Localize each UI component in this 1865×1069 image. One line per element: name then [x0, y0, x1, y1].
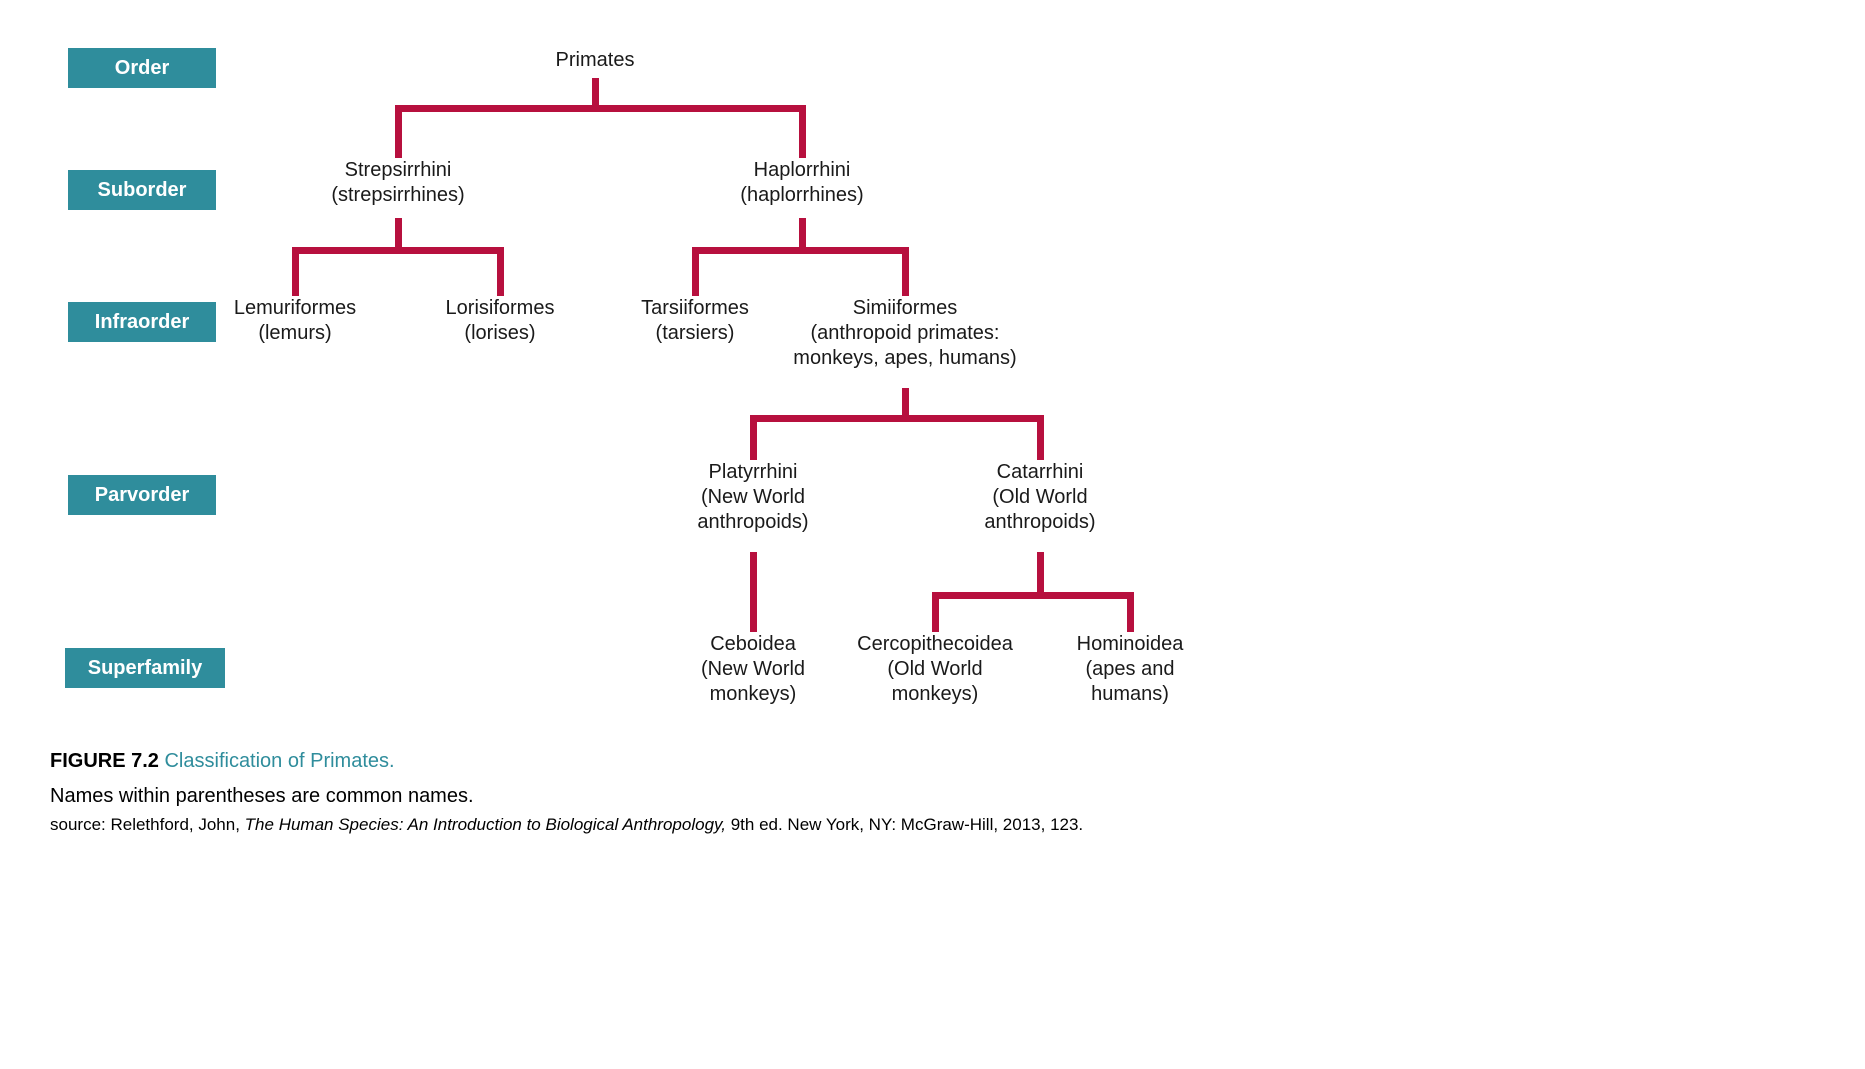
node-line: Haplorrhini — [740, 158, 863, 183]
node-haplorrhini: Haplorrhini(haplorrhines) — [740, 158, 863, 208]
node-line: (New World — [701, 657, 805, 682]
node-line: Ceboidea — [701, 632, 805, 657]
figure-caption-line2: Names within parentheses are common name… — [50, 785, 474, 808]
node-line: Catarrhini — [984, 460, 1095, 485]
connector-vertical — [292, 250, 299, 296]
rank-label-suborder: Suborder — [68, 170, 216, 210]
source-lead: source: Relethford, John, — [50, 815, 245, 834]
node-line: (apes and — [1077, 657, 1184, 682]
node-line: (tarsiers) — [641, 321, 749, 346]
figure-title: Classification of Primates. — [164, 750, 394, 772]
connector-vertical — [932, 595, 939, 632]
node-line: (anthropoid primates: — [793, 321, 1016, 346]
node-line: Simiiformes — [793, 296, 1016, 321]
node-line: Primates — [556, 48, 635, 73]
connector-vertical — [1127, 595, 1134, 632]
node-line: anthropoids) — [984, 510, 1095, 535]
node-line: (Old World — [984, 485, 1095, 510]
node-line: (strepsirrhines) — [331, 183, 464, 208]
source-tail: 9th ed. New York, NY: McGraw-Hill, 2013,… — [726, 815, 1083, 834]
connector-horizontal — [692, 247, 909, 254]
node-line: Tarsiiformes — [641, 296, 749, 321]
figure-caption-line1: FIGURE 7.2 Classification of Primates. — [50, 750, 395, 773]
node-line: humans) — [1077, 682, 1184, 707]
node-line: Cercopithecoidea — [857, 632, 1013, 657]
connector-horizontal — [932, 592, 1134, 599]
connector-vertical — [592, 78, 599, 108]
node-platyrrhini: Platyrrhini(New Worldanthropoids) — [697, 460, 808, 535]
node-line: (lorises) — [446, 321, 555, 346]
rank-label-infraorder: Infraorder — [68, 302, 216, 342]
connector-horizontal — [292, 247, 504, 254]
connector-vertical — [1037, 418, 1044, 460]
connector-vertical — [692, 250, 699, 296]
node-line: Lorisiformes — [446, 296, 555, 321]
connector-vertical — [395, 108, 402, 158]
rank-label-parvorder: Parvorder — [68, 475, 216, 515]
figure-caption-source: source: Relethford, John, The Human Spec… — [50, 815, 1083, 835]
node-catarrhini: Catarrhini(Old Worldanthropoids) — [984, 460, 1095, 535]
node-line: monkeys) — [701, 682, 805, 707]
connector-horizontal — [395, 105, 806, 112]
connector-vertical — [799, 218, 806, 250]
node-hominoidea: Hominoidea(apes andhumans) — [1077, 632, 1184, 707]
node-line: anthropoids) — [697, 510, 808, 535]
node-cercopithecoidea: Cercopithecoidea(Old Worldmonkeys) — [857, 632, 1013, 707]
source-title: The Human Species: An Introduction to Bi… — [245, 815, 726, 834]
node-line: Platyrrhini — [697, 460, 808, 485]
node-line: (lemurs) — [234, 321, 356, 346]
rank-label-order: Order — [68, 48, 216, 88]
node-line: (New World — [697, 485, 808, 510]
connector-vertical — [497, 250, 504, 296]
node-strepsirrhini: Strepsirrhini(strepsirrhines) — [331, 158, 464, 208]
connector-vertical — [1037, 552, 1044, 595]
node-lorisiformes: Lorisiformes(lorises) — [446, 296, 555, 346]
node-lemuriformes: Lemuriformes(lemurs) — [234, 296, 356, 346]
figure-number: FIGURE 7.2 — [50, 750, 164, 772]
connector-vertical — [395, 218, 402, 250]
node-primates: Primates — [556, 48, 635, 73]
node-line: Hominoidea — [1077, 632, 1184, 657]
connector-vertical — [799, 108, 806, 158]
node-line: (Old World — [857, 657, 1013, 682]
connector-vertical — [902, 388, 909, 418]
connector-vertical — [750, 418, 757, 460]
node-line: monkeys, apes, humans) — [793, 346, 1016, 371]
node-line: Strepsirrhini — [331, 158, 464, 183]
connector-vertical — [750, 552, 757, 632]
node-ceboidea: Ceboidea(New Worldmonkeys) — [701, 632, 805, 707]
node-line: (haplorrhines) — [740, 183, 863, 208]
node-tarsiiformes: Tarsiiformes(tarsiers) — [641, 296, 749, 346]
connector-horizontal — [750, 415, 1044, 422]
connector-vertical — [902, 250, 909, 296]
node-line: Lemuriformes — [234, 296, 356, 321]
node-simiiformes: Simiiformes(anthropoid primates:monkeys,… — [793, 296, 1016, 371]
primate-classification-figure: Order Suborder Infraorder Parvorder Supe… — [0, 0, 1865, 1069]
node-line: monkeys) — [857, 682, 1013, 707]
rank-label-superfamily: Superfamily — [65, 648, 225, 688]
